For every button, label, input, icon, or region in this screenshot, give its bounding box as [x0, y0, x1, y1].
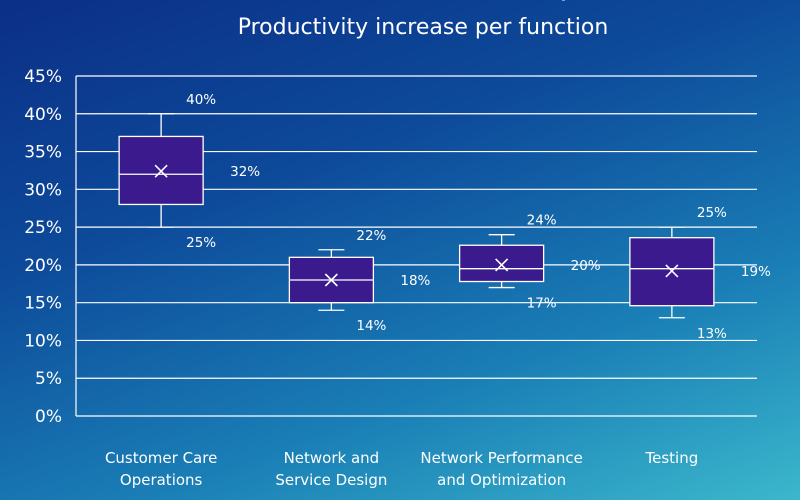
mean-marker: [495, 258, 509, 272]
data-label-min: 25%: [186, 235, 216, 251]
data-label-min: 14%: [356, 318, 386, 334]
y-tick-label: 20%: [24, 256, 62, 276]
x-category-label: Customer Care: [105, 449, 217, 467]
data-label-max: 24%: [527, 213, 557, 229]
chart-title-line: Generative AI for Telcos Analysis: [244, 0, 603, 2]
box-3: 24% 20% 17%: [458, 213, 601, 312]
y-tick-label: 0%: [35, 407, 62, 427]
data-label-max: 25%: [697, 205, 727, 221]
mean-marker: [665, 264, 679, 278]
box-iqr: [458, 244, 545, 283]
x-axis-categories: Customer Care Operations Network and Servic…: [105, 449, 698, 489]
y-tick-label: 35%: [24, 143, 62, 163]
y-tick-label: 5%: [35, 369, 62, 389]
x-category-label: Network Performance: [420, 449, 582, 467]
box-4: 25% 19% 13%: [629, 205, 771, 342]
mean-marker: [154, 164, 168, 178]
y-tick-label: 10%: [24, 331, 62, 351]
y-tick-label: 25%: [24, 218, 62, 238]
chart-title: Generative AI for Telcos Analysis Product…: [238, 0, 609, 40]
x-category-label: Testing: [645, 449, 699, 467]
chart-title-line: Productivity increase per function: [238, 15, 609, 40]
data-label-max: 22%: [356, 228, 386, 244]
x-category-label: and Optimization: [437, 471, 566, 489]
x-category-label: Network and: [284, 449, 380, 467]
data-label-mean: 18%: [400, 273, 430, 289]
box-plots: 40% 32% 25% 22% 18% 14% 24% 20% 17% 25% 19% 13%: [118, 92, 771, 342]
mean-marker: [324, 273, 338, 287]
y-axis-ticks: 0% 5% 10% 15% 20% 25% 30% 35% 40% 45%: [24, 67, 62, 427]
data-label-min: 17%: [527, 296, 557, 312]
y-tick-label: 45%: [24, 67, 62, 87]
y-tick-label: 40%: [24, 105, 62, 125]
data-label-mean: 19%: [741, 264, 771, 280]
y-tick-label: 15%: [24, 294, 62, 314]
data-label-min: 13%: [697, 326, 727, 342]
x-category-label: Operations: [120, 471, 203, 489]
box-2: 22% 18% 14%: [288, 228, 431, 334]
data-label-mean: 32%: [230, 164, 260, 180]
x-category-label: Service Design: [275, 471, 387, 489]
box-1: 40% 32% 25%: [118, 92, 260, 251]
y-tick-label: 30%: [24, 180, 62, 200]
data-label-mean: 20%: [571, 258, 601, 274]
data-label-max: 40%: [186, 92, 216, 108]
